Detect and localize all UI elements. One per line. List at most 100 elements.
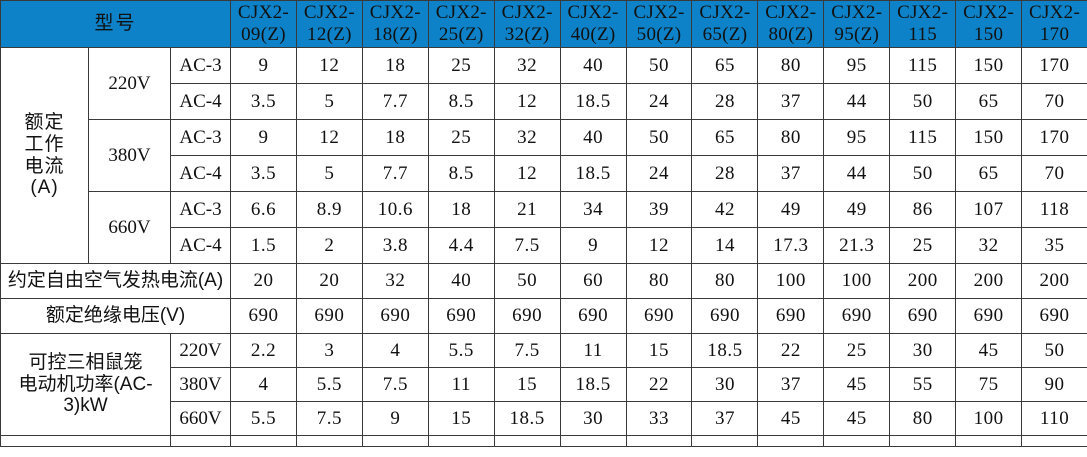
utilization-category-label: AC-4 (169, 227, 232, 264)
clipped-cell (0, 435, 171, 447)
data-cell: 9 (559, 227, 627, 264)
row-label-line: 可控三相鼠笼 (28, 351, 143, 373)
voltage-label-380V: 380V (88, 119, 171, 192)
data-cell: 690 (823, 298, 891, 334)
data-cell: 12 (625, 227, 693, 264)
data-cell: 30 (691, 367, 759, 402)
data-cell: 21 (493, 191, 561, 228)
data-cell: 7.7 (361, 83, 429, 120)
utilization-category-label: AC-4 (169, 155, 232, 192)
data-cell: 95 (823, 47, 891, 84)
header-col-4: CJX2-32(Z) (493, 0, 561, 48)
table-body: 额定 工作 电流 (A) 220V AC-3 9 12 18 25 32 40 50 65 80 95 115 1… (0, 47, 1087, 447)
data-cell: 45 (955, 333, 1023, 368)
data-cell: 24 (625, 155, 693, 192)
row-label-line: 工作 (24, 133, 65, 155)
header-col-5: CJX2-40(Z) (559, 0, 627, 48)
data-cell: 15 (493, 367, 561, 402)
data-cell: 25 (889, 227, 957, 264)
clipped-cell (757, 435, 825, 447)
data-cell: 30 (889, 333, 957, 368)
row-label-rated-current: 额定 工作 电流 (A) (0, 47, 89, 264)
data-cell: 9 (230, 47, 297, 84)
data-cell: 200 (889, 263, 957, 299)
voltage-label-660V: 660V (88, 191, 171, 264)
data-cell: 12 (295, 119, 363, 156)
data-cell: 100 (955, 401, 1023, 436)
data-cell: 24 (625, 83, 693, 120)
data-cell: 45 (823, 401, 891, 436)
data-cell: 49 (757, 191, 825, 228)
data-cell: 28 (691, 83, 759, 120)
header-col-8: CJX2-80(Z) (757, 0, 825, 48)
data-cell: 18.5 (559, 367, 627, 402)
row-label: 约定自由空气发热电流(A) (0, 263, 232, 299)
header-col-11: CJX2-150 (955, 0, 1023, 48)
header-col-9: CJX2-95(Z) (823, 0, 891, 48)
data-cell: 32 (493, 119, 561, 156)
data-cell: 5 (295, 155, 363, 192)
data-cell: 80 (625, 263, 693, 299)
data-cell: 690 (361, 298, 429, 334)
data-cell: 100 (757, 263, 825, 299)
clipped-cell (230, 435, 297, 447)
table-row: AC-4 1.5 2 3.8 4.4 7.5 9 12 14 17.3 21.3 25 32 35 (1, 227, 1087, 264)
data-cell: 3.5 (230, 83, 297, 120)
data-cell: 118 (1021, 191, 1087, 228)
data-cell: 18.5 (691, 333, 759, 368)
data-cell: 55 (889, 367, 957, 402)
data-cell: 690 (691, 298, 759, 334)
data-cell: 8.5 (427, 83, 495, 120)
data-cell: 65 (691, 119, 759, 156)
data-cell: 18.5 (559, 155, 627, 192)
clipped-cell (295, 435, 363, 447)
data-cell: 70 (1021, 155, 1087, 192)
data-cell: 18 (361, 47, 429, 84)
data-cell: 80 (757, 119, 825, 156)
voltage-label-220V: 220V (88, 47, 171, 120)
header-col-6: CJX2-50(Z) (625, 0, 693, 48)
data-cell: 18.5 (559, 83, 627, 120)
data-cell: 7.5 (493, 333, 561, 368)
data-cell: 20 (230, 263, 297, 299)
data-cell: 34 (559, 191, 627, 228)
clipped-cell (361, 435, 429, 447)
data-cell: 39 (625, 191, 693, 228)
data-cell: 4 (361, 333, 429, 368)
data-cell: 50 (625, 47, 693, 84)
data-cell: 20 (295, 263, 363, 299)
data-cell: 5.5 (427, 333, 495, 368)
data-cell: 5 (295, 83, 363, 120)
data-cell: 49 (823, 191, 891, 228)
data-cell: 8.9 (295, 191, 363, 228)
data-cell: 150 (955, 119, 1023, 156)
data-cell: 4.4 (427, 227, 495, 264)
data-cell: 7.7 (361, 155, 429, 192)
row-label-line: 电流 (24, 155, 65, 177)
data-cell: 12 (493, 83, 561, 120)
data-cell: 42 (691, 191, 759, 228)
data-cell: 150 (955, 47, 1023, 84)
data-cell: 11 (559, 333, 627, 368)
data-cell: 50 (493, 263, 561, 299)
data-cell: 1.5 (230, 227, 297, 264)
header-col-2: CJX2-18(Z) (361, 0, 429, 48)
data-cell: 200 (1021, 263, 1087, 299)
data-cell: 2 (295, 227, 363, 264)
row-label: 额定绝缘电压(V) (0, 298, 232, 334)
table-header: 型号 CJX2-09(Z) CJX2-12(Z) CJX2-18(Z) CJX2-25… (0, 0, 1087, 48)
data-cell: 690 (625, 298, 693, 334)
data-cell: 2.2 (230, 333, 297, 368)
data-cell: 50 (889, 155, 957, 192)
data-cell: 115 (889, 119, 957, 156)
data-cell: 690 (295, 298, 363, 334)
data-cell: 17.3 (757, 227, 825, 264)
voltage-label-220V: 220V (169, 333, 232, 368)
data-cell: 5.5 (295, 367, 363, 402)
data-cell: 107 (955, 191, 1023, 228)
header-col-12: CJX2-170 (1021, 0, 1087, 48)
data-cell: 22 (625, 367, 693, 402)
data-cell: 40 (559, 47, 627, 84)
data-cell: 6.6 (230, 191, 297, 228)
data-cell: 80 (691, 263, 759, 299)
